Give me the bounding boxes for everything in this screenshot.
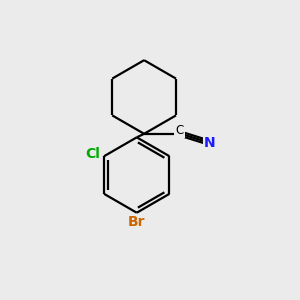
Text: Br: Br — [128, 215, 146, 229]
Text: C: C — [175, 124, 184, 137]
Text: N: N — [204, 136, 216, 150]
Text: Cl: Cl — [85, 147, 100, 161]
